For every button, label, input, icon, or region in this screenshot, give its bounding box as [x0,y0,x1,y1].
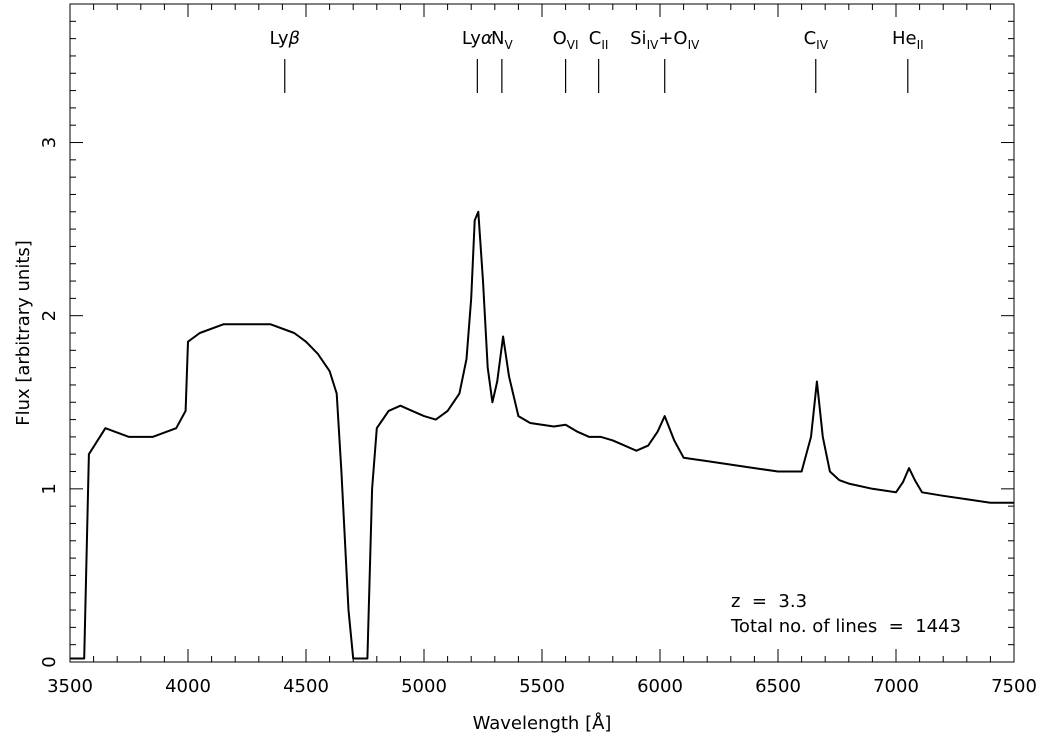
x-axis-label: Wavelength [Å] [473,712,612,734]
line-label: CIV [804,28,829,52]
line-label: NV [491,28,513,52]
x-tick-label: 4000 [165,676,211,697]
redshift-annotation: z = 3.3 [731,591,807,612]
spectrum-series [70,210,1014,660]
line-label: HeII [892,28,924,52]
x-tick-label: 3500 [47,676,93,697]
x-tick-labels: 3500 4000 4500 5000 5500 6000 6500 7000 7500 [47,676,1037,697]
y-tick-label: 3 [39,137,60,148]
y-tick-labels: 0 1 2 3 [39,137,60,668]
axis-ticks [69,3,1015,663]
y-tick-label: 1 [39,483,60,494]
y-axis-label: Flux [arbitrary units] [13,240,34,426]
line-count-annotation: Total no. of lines = 1443 [730,616,961,637]
plot-frame [69,3,1015,663]
x-tick-label: 4500 [283,676,329,697]
x-tick-label: 7500 [991,676,1037,697]
spectrum-line [70,210,1014,660]
line-label: CII [589,28,609,52]
x-tick-label: 5000 [401,676,447,697]
line-label: OVI [553,28,579,52]
x-tick-label: 5500 [519,676,565,697]
x-tick-label: 7000 [873,676,919,697]
y-tick-label: 0 [39,656,60,667]
line-label: Lyβ [269,28,300,49]
x-tick-label: 6500 [755,676,801,697]
line-label: SiIV+OIV [630,28,700,52]
y-tick-label: 2 [39,310,60,321]
x-tick-label: 6000 [637,676,683,697]
line-label: Lyα [462,28,493,49]
